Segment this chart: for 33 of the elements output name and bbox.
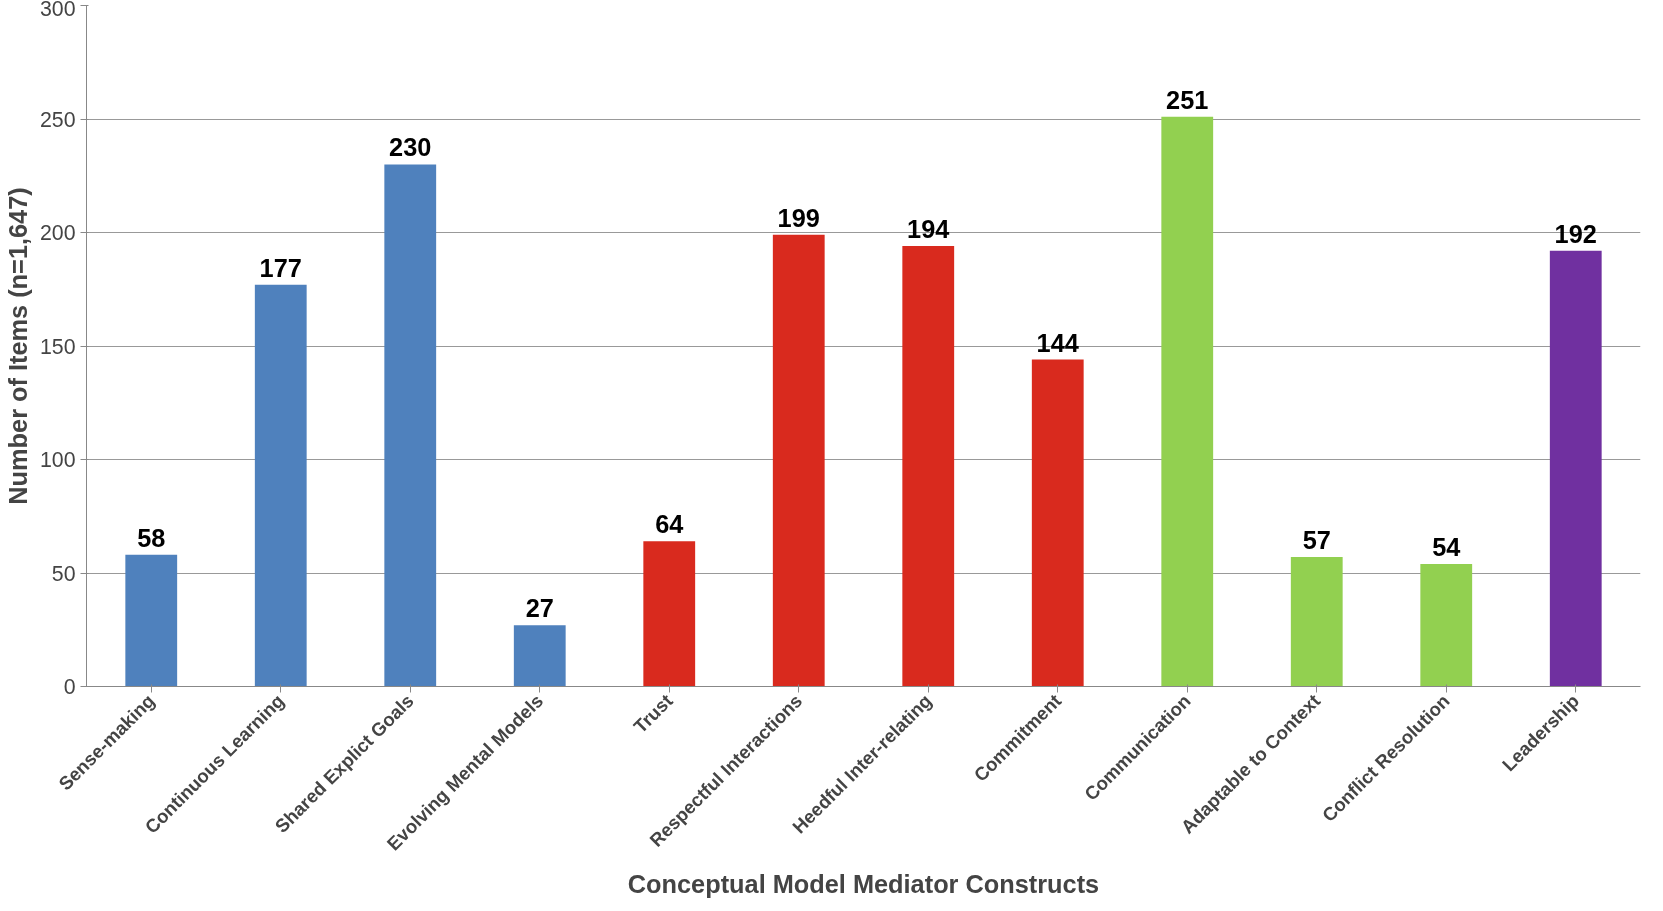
bar bbox=[254, 284, 307, 687]
bar bbox=[513, 625, 566, 687]
data-label: 144 bbox=[1036, 328, 1079, 357]
data-label: 64 bbox=[655, 510, 684, 539]
bar bbox=[1549, 250, 1602, 687]
y-axis-title: Number of Items (n=1,647) bbox=[3, 187, 32, 505]
y-tick-label: 0 bbox=[63, 675, 76, 699]
bar bbox=[772, 234, 825, 687]
data-label: 54 bbox=[1432, 532, 1461, 561]
y-tick-label: 100 bbox=[39, 448, 76, 472]
data-label: 230 bbox=[389, 133, 432, 162]
y-tick-label: 50 bbox=[51, 561, 76, 586]
data-label: 57 bbox=[1302, 526, 1331, 555]
x-axis-title: Conceptual Model Mediator Constructs bbox=[627, 869, 1100, 898]
bar bbox=[1420, 563, 1473, 687]
data-label: 27 bbox=[525, 594, 554, 623]
bar bbox=[643, 541, 696, 687]
data-label: 251 bbox=[1166, 85, 1209, 114]
bar bbox=[384, 164, 437, 687]
bar bbox=[1161, 116, 1214, 687]
bar bbox=[1031, 359, 1084, 687]
y-tick-label: 150 bbox=[39, 334, 76, 359]
data-label: 192 bbox=[1554, 219, 1597, 248]
data-label: 194 bbox=[907, 215, 950, 244]
bar bbox=[902, 246, 955, 687]
data-label: 199 bbox=[777, 203, 820, 232]
bar bbox=[1290, 557, 1343, 687]
y-tick-label: 250 bbox=[39, 107, 76, 132]
bar bbox=[125, 554, 178, 687]
y-tick-label: 200 bbox=[39, 221, 76, 245]
data-label: 58 bbox=[137, 523, 166, 552]
data-label: 177 bbox=[259, 253, 302, 282]
y-tick-label: 300 bbox=[39, 0, 76, 21]
